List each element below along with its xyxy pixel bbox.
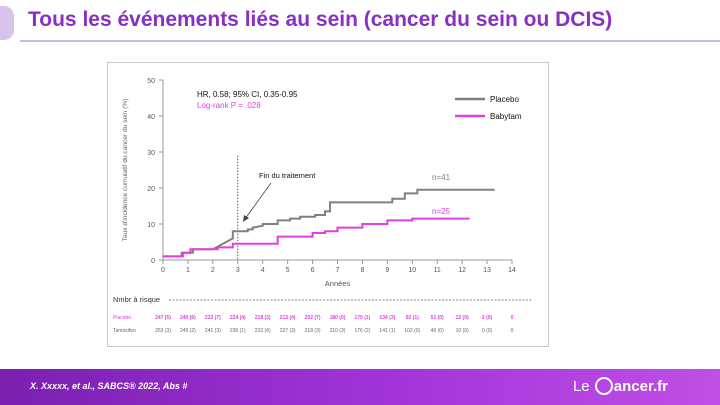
risk-row-label: Placebo bbox=[113, 315, 131, 321]
x-tick-label: 11 bbox=[434, 267, 441, 274]
risk-cell: 10 (0) bbox=[456, 328, 469, 334]
risk-cell: 170 (1) bbox=[355, 315, 371, 321]
x-tick-label: 12 bbox=[458, 267, 466, 274]
treatment-end-arrowhead bbox=[243, 215, 249, 222]
treatment-end-arrow bbox=[244, 182, 272, 220]
x-tick-label: 7 bbox=[336, 267, 340, 274]
brand-logo: Le ancer.fr bbox=[573, 377, 668, 395]
title-rule bbox=[20, 40, 720, 42]
x-tick-label: 1 bbox=[186, 267, 190, 274]
x-axis-title: Années bbox=[325, 279, 351, 288]
risk-cell: 180 (0) bbox=[330, 315, 346, 321]
risk-cell: 224 (4) bbox=[230, 315, 246, 321]
y-tick-label: 20 bbox=[147, 186, 155, 193]
x-tick-label: 10 bbox=[408, 267, 416, 274]
logo-suffix: ancer.fr bbox=[613, 378, 668, 395]
risk-cell: 227 (3) bbox=[280, 328, 296, 334]
chart-panel bbox=[107, 62, 549, 347]
count-label-babytam: n=25 bbox=[432, 207, 451, 216]
risk-cell: 0 bbox=[511, 328, 514, 334]
x-tick-label: 9 bbox=[385, 267, 389, 274]
risk-cell: 51 (0) bbox=[431, 315, 444, 321]
y-tick-label: 10 bbox=[147, 222, 155, 229]
risk-cell: 232 (4) bbox=[255, 328, 271, 334]
stats-pvalue: Log-rank P = .028 bbox=[197, 101, 261, 110]
risk-cell: 0 bbox=[511, 315, 514, 321]
footer-bar: X. Xxxxx, et al., SABCS® 2022, Abs # Le … bbox=[0, 369, 720, 405]
y-tick-label: 0 bbox=[151, 258, 155, 265]
risk-cell: 46 (0) bbox=[431, 328, 444, 334]
risk-cell: 176 (2) bbox=[355, 328, 371, 334]
risk-cell: 253 (3) bbox=[155, 328, 171, 334]
risk-cell: 12 (0) bbox=[456, 315, 469, 321]
risk-table-heading: Nmbr à risque bbox=[113, 295, 160, 304]
series-line-babytam bbox=[163, 217, 470, 258]
series-line-placebo bbox=[163, 188, 495, 258]
x-tick-label: 0 bbox=[161, 267, 165, 274]
risk-cell: 92 (1) bbox=[406, 315, 419, 321]
risk-cell: 141 (1) bbox=[379, 328, 395, 334]
risk-cell: 210 (3) bbox=[330, 328, 346, 334]
risk-cell: 240 (6) bbox=[180, 315, 196, 321]
x-tick-label: 14 bbox=[508, 267, 516, 274]
legend-label-babytam: Babytam bbox=[490, 112, 522, 121]
risk-cell: 134 (3) bbox=[379, 315, 395, 321]
risk-cell: 213 (4) bbox=[280, 315, 296, 321]
count-label-placebo: n=41 bbox=[432, 173, 451, 182]
x-tick-label: 4 bbox=[261, 267, 265, 274]
x-tick-label: 2 bbox=[211, 267, 215, 274]
risk-cell: 236 (1) bbox=[230, 328, 246, 334]
logo-prefix: Le bbox=[572, 378, 590, 395]
x-tick-label: 8 bbox=[360, 267, 364, 274]
risk-cell: 245 (2) bbox=[180, 328, 196, 334]
risk-cell: 241 (3) bbox=[205, 328, 221, 334]
risk-cell: 233 (7) bbox=[205, 315, 221, 321]
x-tick-label: 13 bbox=[483, 267, 491, 274]
risk-cell: 0 (0) bbox=[482, 328, 493, 334]
risk-cell: 218 (3) bbox=[305, 328, 321, 334]
logo-c-icon bbox=[594, 377, 613, 395]
risk-cell: 218 (3) bbox=[255, 315, 271, 321]
y-tick-label: 50 bbox=[147, 78, 155, 85]
stats-hr: HR, 0.58; 95% CI, 0.35-0.95 bbox=[197, 90, 298, 99]
citation: X. Xxxxx, et al., SABCS® 2022, Abs # bbox=[30, 381, 188, 391]
title-accent bbox=[0, 6, 14, 40]
x-tick-label: 5 bbox=[286, 267, 290, 274]
risk-cell: 247 (5) bbox=[155, 315, 171, 321]
y-tick-label: 30 bbox=[147, 150, 155, 157]
risk-cell: 2 (0) bbox=[482, 315, 493, 321]
y-axis-title: Taux d'incidence cumulatif du cancer du … bbox=[122, 99, 129, 242]
risk-cell: 202 (7) bbox=[305, 315, 321, 321]
x-tick-label: 3 bbox=[236, 267, 240, 274]
y-tick-label: 40 bbox=[147, 114, 155, 121]
slide-title: Tous les événements liés au sein (cancer… bbox=[28, 8, 613, 31]
title-bar: Tous les événements liés au sein (cancer… bbox=[0, 0, 720, 44]
treatment-end-label: Fin du traitement bbox=[259, 171, 316, 180]
risk-row-label: Tamoxifen bbox=[113, 328, 136, 334]
risk-cell: 102 (0) bbox=[404, 328, 420, 334]
legend-label-placebo: Placebo bbox=[490, 95, 519, 104]
x-tick-label: 6 bbox=[311, 267, 315, 274]
